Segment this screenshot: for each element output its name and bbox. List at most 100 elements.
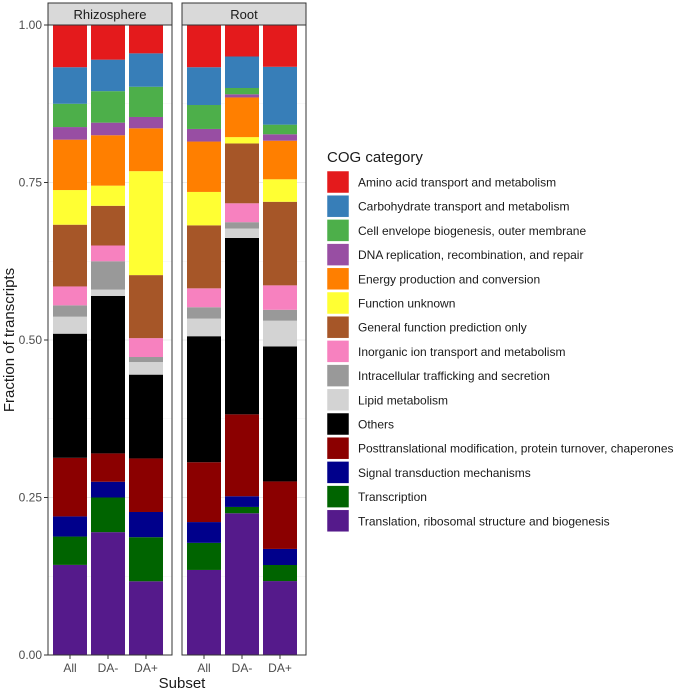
legend-item-others: Others — [326, 412, 394, 436]
bar-segment-posttranslational-modification-protein-turnover-chaperones — [91, 453, 125, 482]
bar-segment-amino-acid-transport-and-metabolism — [263, 25, 297, 67]
legend-item-function-unknown: Function unknown — [326, 291, 455, 315]
legend-label: Function unknown — [358, 297, 455, 311]
legend-swatch — [326, 194, 350, 218]
bar-segment-signal-transduction-mechanisms — [187, 522, 221, 543]
bar-segment-cell-envelope-biogenesis-outer-membrane — [129, 86, 163, 117]
legend-label: Cell envelope biogenesis, outer membrane — [358, 224, 586, 238]
bar-segment-signal-transduction-mechanisms — [225, 496, 259, 507]
bar-segment-function-unknown — [225, 137, 259, 144]
bar-segment-cell-envelope-biogenesis-outer-membrane — [53, 103, 87, 128]
bar-segment-inorganic-ion-transport-and-metabolism — [263, 285, 297, 310]
bar-segment-function-unknown — [53, 190, 87, 225]
legend-item-cell-envelope-biogenesis-outer-membrane: Cell envelope biogenesis, outer membrane — [326, 219, 586, 242]
bar-segment-dna-replication-recombination-and-repair — [129, 116, 163, 129]
x-axis-title: Subset — [159, 675, 207, 690]
bar-segment-carbohydrate-transport-and-metabolism — [53, 67, 87, 104]
bar-segment-function-unknown — [187, 191, 221, 226]
bar-segment-function-unknown — [129, 171, 163, 276]
bar-segment-intracellular-trafficking-and-secretion — [225, 222, 259, 229]
legend-item-posttranslational-modification-protein-turnover-chaperones: Posttranslational modification, protein … — [326, 436, 674, 460]
bar-segment-carbohydrate-transport-and-metabolism — [263, 66, 297, 125]
bar-segment-lipid-metabolism — [187, 318, 221, 337]
legend-item-energy-production-and-conversion: Energy production and conversion — [326, 267, 540, 291]
facet-strip-label: Rhizosphere — [74, 7, 147, 22]
bar-segment-function-unknown — [263, 179, 297, 202]
bar-segment-carbohydrate-transport-and-metabolism — [225, 56, 259, 88]
facet-panel-rhizosphere: Rhizosphere — [47, 2, 173, 656]
bar-segment-dna-replication-recombination-and-repair — [187, 128, 221, 142]
x-tick-label: All — [197, 661, 210, 675]
bar-segment-posttranslational-modification-protein-turnover-chaperones — [263, 481, 297, 549]
bar-segment-carbohydrate-transport-and-metabolism — [91, 59, 125, 92]
y-tick-label: 0.25 — [19, 491, 43, 505]
bar-segment-energy-production-and-conversion — [91, 135, 125, 186]
bar-segment-transcription — [53, 536, 87, 565]
bar-segment-cell-envelope-biogenesis-outer-membrane — [187, 105, 221, 129]
bar-stack-rhizosphere-all — [53, 25, 87, 655]
bar-segment-translation-ribosomal-structure-and-biogenesis — [91, 532, 125, 655]
legend-item-carbohydrate-transport-and-metabolism: Carbohydrate transport and metabolism — [326, 194, 569, 218]
bar-segment-dna-replication-recombination-and-repair — [91, 122, 125, 136]
legend-swatch — [326, 412, 350, 436]
bar-segment-transcription — [129, 537, 163, 582]
panel-border — [181, 24, 307, 656]
legend-swatch — [326, 485, 350, 508]
legend-label: Transcription — [358, 490, 427, 504]
x-tick-label: DA- — [232, 661, 253, 675]
bar-segment-posttranslational-modification-protein-turnover-chaperones — [225, 414, 259, 497]
bar-segment-lipid-metabolism — [225, 228, 259, 238]
legend-swatch — [326, 315, 350, 339]
legend-item-lipid-metabolism: Lipid metabolism — [326, 388, 448, 412]
bar-segment-energy-production-and-conversion — [53, 139, 87, 191]
facet-panels: Rhizosphere Root — [47, 2, 307, 656]
legend-item-inorganic-ion-transport-and-metabolism: Inorganic ion transport and metabolism — [326, 340, 565, 363]
bar-segment-energy-production-and-conversion — [263, 140, 297, 180]
y-tick-label: 0.75 — [19, 176, 43, 190]
bar-segment-signal-transduction-mechanisms — [91, 481, 125, 498]
bar-segment-others — [91, 295, 125, 454]
legend-label: Posttranslational modification, protein … — [358, 442, 674, 456]
legend-label: Translation, ribosomal structure and bio… — [358, 514, 610, 528]
bar-stack-root-da — [263, 25, 297, 655]
bar-segment-general-function-prediction-only — [53, 224, 87, 287]
bar-segment-carbohydrate-transport-and-metabolism — [187, 67, 221, 106]
y-tick-label: 0.50 — [19, 333, 43, 347]
bar-segment-translation-ribosomal-structure-and-biogenesis — [129, 581, 163, 655]
bar-segment-lipid-metabolism — [129, 362, 163, 375]
bar-segment-inorganic-ion-transport-and-metabolism — [129, 338, 163, 358]
bar-segment-translation-ribosomal-structure-and-biogenesis — [53, 564, 87, 655]
legend-swatch — [326, 436, 350, 460]
legend-item-amino-acid-transport-and-metabolism: Amino acid transport and metabolism — [326, 170, 556, 194]
bar-segment-transcription — [263, 565, 297, 582]
bar-segment-energy-production-and-conversion — [225, 97, 259, 138]
legend-swatch — [326, 291, 350, 315]
bar-segment-translation-ribosomal-structure-and-biogenesis — [187, 569, 221, 655]
legend-item-general-function-prediction-only: General function prediction only — [326, 315, 527, 339]
legend-swatch — [326, 170, 350, 194]
x-tick-label: DA+ — [268, 661, 292, 675]
legend-label: Amino acid transport and metabolism — [358, 176, 556, 190]
bar-segment-others — [187, 336, 221, 463]
bar-segment-intracellular-trafficking-and-secretion — [129, 357, 163, 363]
bar-segment-energy-production-and-conversion — [187, 141, 221, 192]
legend-item-intracellular-trafficking-and-secretion: Intracellular trafficking and secretion — [326, 364, 550, 387]
legend-swatch — [326, 509, 350, 533]
legend-label: Carbohydrate transport and metabolism — [358, 200, 569, 214]
y-tick-label: 1.00 — [19, 18, 43, 32]
bar-segment-others — [225, 237, 259, 415]
bar-segment-cell-envelope-biogenesis-outer-membrane — [91, 91, 125, 123]
bar-segment-amino-acid-transport-and-metabolism — [53, 25, 87, 68]
bar-segment-transcription — [225, 506, 259, 514]
bar-segment-cell-envelope-biogenesis-outer-membrane — [263, 124, 297, 135]
bar-segment-intracellular-trafficking-and-secretion — [187, 307, 221, 319]
bar-segment-carbohydrate-transport-and-metabolism — [129, 53, 163, 87]
bar-segment-signal-transduction-mechanisms — [53, 516, 87, 537]
bar-segment-dna-replication-recombination-and-repair — [225, 94, 259, 98]
y-tick-label: 0.00 — [19, 648, 43, 662]
bar-segment-transcription — [187, 542, 221, 570]
bar-segment-transcription — [91, 497, 125, 533]
legend-swatch — [326, 340, 350, 363]
bar-segment-others — [53, 333, 87, 458]
